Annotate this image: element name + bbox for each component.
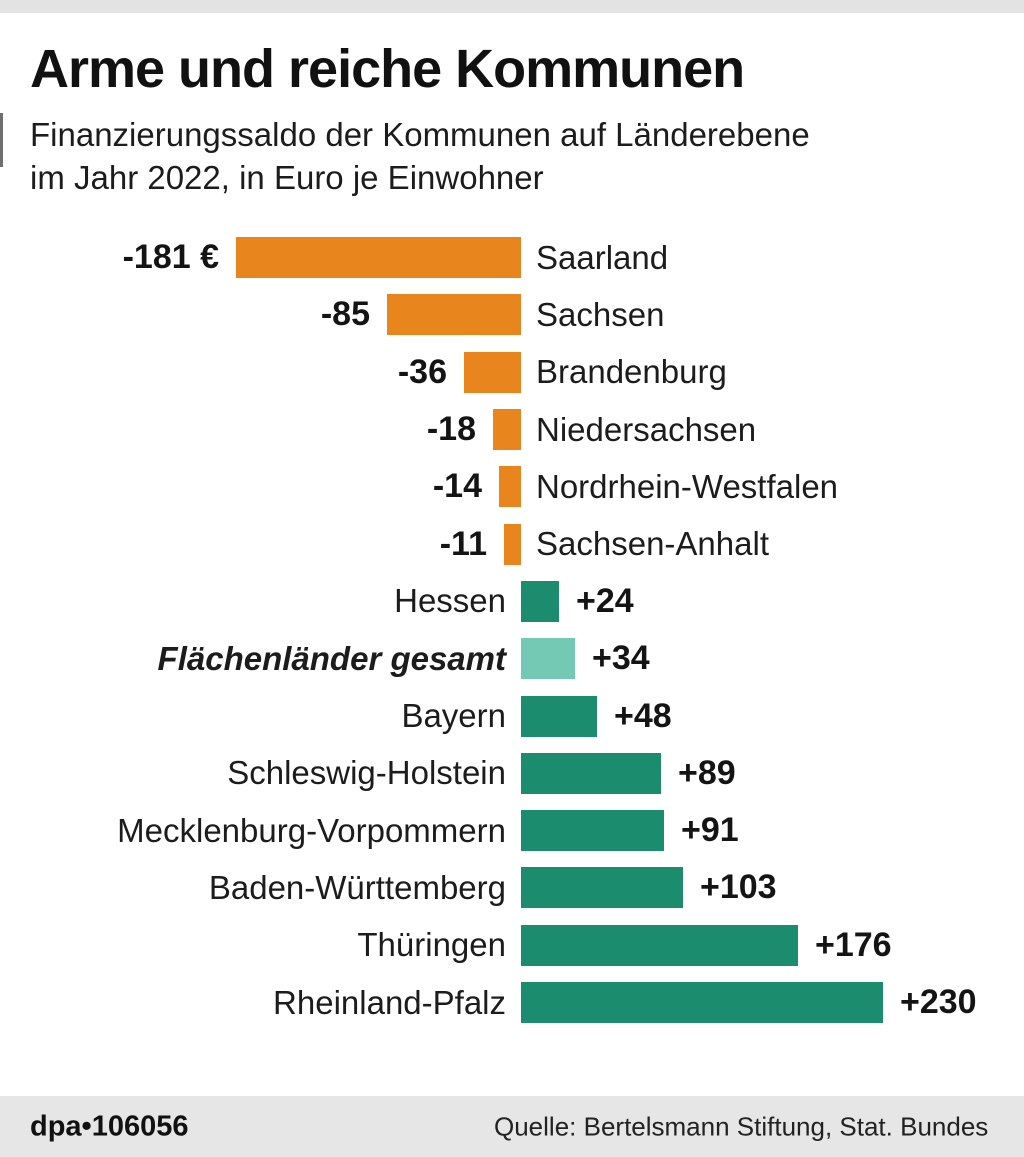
- bar-value-label: -85: [320, 295, 370, 334]
- bar-category-label: Brandenburg: [536, 353, 727, 391]
- chart-row: Thüringen +176: [0, 917, 1024, 974]
- bar-category-label: Baden-Württemberg: [208, 868, 506, 906]
- bar-nordrhein-westfalen: [499, 466, 521, 508]
- bar-th-ringen: [521, 924, 798, 966]
- chart-row: -14 Nordrhein-Westfalen: [0, 458, 1024, 515]
- chart-row: Baden-Württemberg +103: [0, 859, 1024, 916]
- bar-mecklenburg-vorpommern: [521, 810, 664, 852]
- row-right-zone: Niedersachsen: [521, 401, 1024, 458]
- bar-category-label: Rheinland-Pfalz: [273, 983, 506, 1021]
- bar-category-label: Thüringen: [357, 926, 506, 964]
- bar-category-label: Sachsen-Anhalt: [536, 525, 769, 563]
- subtitle-line-2: im Jahr 2022, in Euro je Einwohner: [30, 159, 544, 196]
- bar-schleswig-holstein: [521, 752, 661, 794]
- bar-value-label: -181 €: [122, 238, 219, 277]
- bar-sachsen-anhalt: [504, 523, 521, 565]
- bar-category-label: Niedersachsen: [536, 410, 757, 448]
- bar-value-label: +48: [614, 696, 672, 735]
- subtitle-line-1: Finanzierungssaldo der Kommunen auf Länd…: [30, 116, 810, 153]
- bar-rheinland-pfalz: [521, 982, 883, 1023]
- bar-value-label: +103: [700, 868, 777, 907]
- bar-category-label: Nordrhein-Westfalen: [536, 467, 839, 505]
- bar-value-label: +89: [678, 753, 736, 792]
- page-title: Arme und reiche Kommunen: [30, 39, 745, 99]
- row-right-zone: Brandenburg: [521, 344, 1024, 401]
- chart-row: Schleswig-Holstein +89: [0, 745, 1024, 802]
- bar-value-label: +230: [900, 983, 977, 1021]
- row-right-zone: +176: [521, 917, 1024, 974]
- row-right-zone: +91: [521, 802, 1024, 859]
- chart-row: Mecklenburg-Vorpommern +91: [0, 802, 1024, 859]
- bar-baden-w-rttemberg: [521, 867, 683, 909]
- chart-row: -85 Sachsen: [0, 286, 1024, 343]
- chart-row: Rheinland-Pfalz +230: [0, 974, 1024, 1031]
- bar-category-label: Saarland: [536, 238, 669, 276]
- bar-value-label: -11: [439, 524, 487, 563]
- bar-category-label: Hessen: [394, 582, 506, 620]
- row-left-zone: Hessen: [0, 573, 521, 630]
- chart-subtitle: Finanzierungssaldo der Kommunen auf Länd…: [30, 113, 810, 199]
- row-right-zone: +103: [521, 859, 1024, 916]
- chart-row: -11 Sachsen-Anhalt: [0, 515, 1024, 572]
- row-right-zone: +24: [521, 573, 1024, 630]
- chart-row: Bayern +48: [0, 687, 1024, 744]
- row-left-zone: Thüringen: [0, 917, 521, 974]
- row-right-zone: +34: [521, 630, 1024, 687]
- bar-brandenburg: [464, 351, 521, 393]
- bar-value-label: +176: [815, 925, 892, 964]
- row-left-zone: -11: [0, 515, 521, 572]
- bar-sachsen: [387, 294, 521, 336]
- bar-category-label: Bayern: [401, 697, 506, 735]
- bar-fl-chenl-nder-gesamt: [521, 638, 575, 680]
- bar-saarland: [236, 237, 521, 279]
- top-strip: [0, 0, 1024, 13]
- row-right-zone: Saarland: [521, 229, 1024, 286]
- row-left-zone: Mecklenburg-Vorpommern: [0, 802, 521, 859]
- row-right-zone: +230: [521, 974, 1024, 1031]
- row-left-zone: Baden-Württemberg: [0, 859, 521, 916]
- row-right-zone: Sachsen: [521, 286, 1024, 343]
- bar-category-label: Sachsen: [536, 295, 665, 333]
- row-left-zone: -14: [0, 458, 521, 515]
- bar-value-label: +24: [576, 581, 634, 620]
- chart-row: -181 € Saarland: [0, 229, 1024, 286]
- row-right-zone: Nordrhein-Westfalen: [521, 458, 1024, 515]
- chart-row: -18 Niedersachsen: [0, 401, 1024, 458]
- clipped-edge-artifact: [0, 113, 3, 167]
- row-left-zone: Bayern: [0, 687, 521, 744]
- row-left-zone: -18: [0, 401, 521, 458]
- bar-category-label: Schleswig-Holstein: [227, 754, 506, 792]
- row-right-zone: Sachsen-Anhalt: [521, 515, 1024, 572]
- row-left-zone: Flächenländer gesamt: [0, 630, 521, 687]
- row-right-zone: +48: [521, 687, 1024, 744]
- bar-hessen: [521, 580, 559, 622]
- bar-category-label: Flächenländer gesamt: [157, 639, 506, 677]
- row-right-zone: +89: [521, 745, 1024, 802]
- bar-value-label: +34: [592, 639, 650, 678]
- source-label: Quelle: Bertelsmann Stiftung, Stat. Bund…: [494, 1111, 989, 1141]
- row-left-zone: -36: [0, 344, 521, 401]
- chart-row: Flächenländer gesamt +34: [0, 630, 1024, 687]
- bar-bayern: [521, 695, 597, 737]
- bar-value-label: -14: [432, 467, 482, 506]
- row-left-zone: Schleswig-Holstein: [0, 745, 521, 802]
- row-left-zone: -181 €: [0, 229, 521, 286]
- row-left-zone: Rheinland-Pfalz: [0, 974, 521, 1031]
- chart-row: Hessen +24: [0, 573, 1024, 630]
- chart-rows: -181 € Saarland -85 Sachsen -36 Brandenb…: [0, 229, 1024, 1031]
- bar-category-label: Mecklenburg-Vorpommern: [117, 811, 506, 849]
- bar-niedersachsen: [493, 409, 521, 451]
- chart-row: -36 Brandenburg: [0, 344, 1024, 401]
- bar-value-label: +91: [681, 811, 739, 850]
- row-left-zone: -85: [0, 286, 521, 343]
- dpa-credit-label: dpa•106056: [30, 1110, 189, 1142]
- footer-bar: dpa•106056 Quelle: Bertelsmann Stiftung,…: [0, 1096, 1024, 1157]
- bar-value-label: -18: [426, 410, 476, 449]
- bar-value-label: -36: [397, 352, 447, 391]
